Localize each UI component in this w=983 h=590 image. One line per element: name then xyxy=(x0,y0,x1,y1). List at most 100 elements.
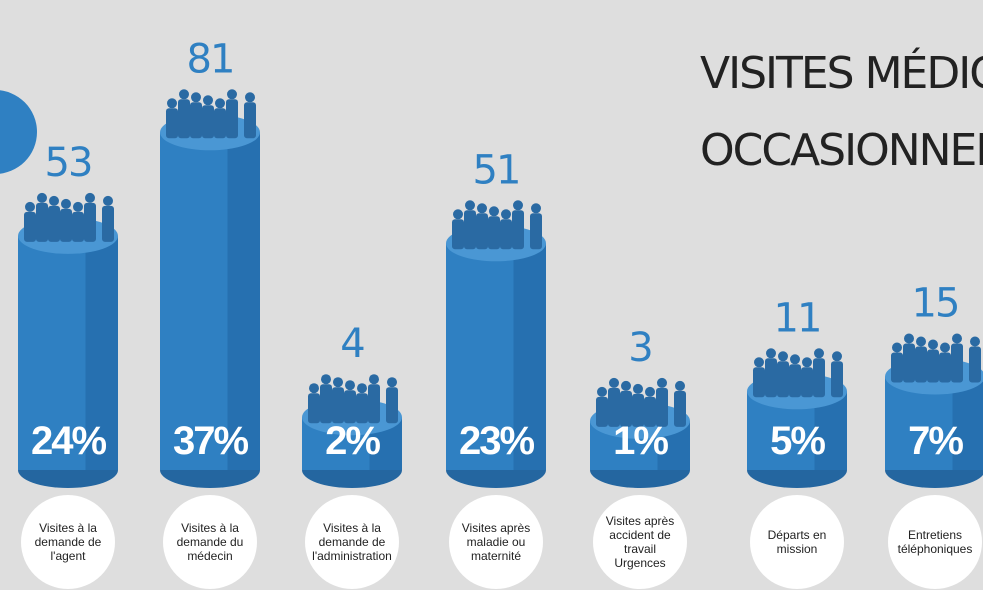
figure-head xyxy=(633,383,643,394)
figure-body xyxy=(24,211,36,242)
figure-body xyxy=(226,99,238,139)
figure-head xyxy=(103,195,113,206)
figure-head xyxy=(321,374,331,385)
bar-shade xyxy=(227,132,260,471)
figure-head xyxy=(916,336,926,347)
figure-body xyxy=(644,396,656,427)
figure-body xyxy=(608,387,620,427)
figure-body xyxy=(72,211,84,242)
figure-head xyxy=(245,92,255,103)
figure-body xyxy=(464,210,476,250)
figure-head xyxy=(970,336,980,347)
figure-head xyxy=(754,357,764,368)
category-label: Visites après maladie ou maternité xyxy=(461,521,531,563)
figure-head xyxy=(85,192,95,203)
figure-body xyxy=(308,393,320,424)
chart-title-line: OCCASIONNELLES xyxy=(700,125,983,176)
share-label: 7% xyxy=(908,419,963,463)
value-label: 81 xyxy=(187,36,234,82)
figure-body xyxy=(530,213,542,250)
figure-head xyxy=(179,89,189,100)
figure-body xyxy=(178,99,190,139)
figure-head xyxy=(531,203,541,214)
figure-head xyxy=(489,206,499,217)
figure-head xyxy=(387,377,397,388)
category-disc xyxy=(449,495,543,589)
figure-body xyxy=(512,210,524,250)
figure-head xyxy=(904,333,914,344)
figure-body xyxy=(674,390,686,427)
figure-head xyxy=(675,380,685,391)
share-label: 37% xyxy=(173,419,248,463)
category-label: Visites à la demande de l'administration xyxy=(312,521,392,563)
figure-head xyxy=(49,195,59,206)
category-disc xyxy=(888,495,982,589)
figure-body xyxy=(801,367,813,398)
chart-title-line: VISITES MÉDICALES xyxy=(700,46,983,99)
category-label: Entretiens téléphoniques xyxy=(897,528,973,556)
figure-head xyxy=(227,89,237,100)
value-label: 53 xyxy=(45,140,92,186)
share-label: 1% xyxy=(613,419,668,463)
share-label: 5% xyxy=(770,419,825,463)
figure-body xyxy=(320,384,332,424)
figure-body xyxy=(190,102,202,139)
figure-head xyxy=(952,333,962,344)
value-label: 3 xyxy=(628,325,651,371)
figure-body xyxy=(656,387,668,427)
figure-head xyxy=(802,357,812,368)
figure-body xyxy=(452,219,464,250)
figure-body xyxy=(488,216,500,250)
share-label: 2% xyxy=(325,419,380,463)
figure-head xyxy=(73,201,83,212)
figure-body xyxy=(500,219,512,250)
figure-head xyxy=(37,192,47,203)
figure-body xyxy=(332,387,344,424)
category-disc xyxy=(21,495,115,589)
category-disc xyxy=(163,495,257,589)
category-label: Départs en mission xyxy=(767,528,827,556)
figure-body xyxy=(620,390,632,427)
figure-body xyxy=(596,396,608,427)
category-label: Visites à la demande de l'agent xyxy=(34,521,102,563)
figure-head xyxy=(215,98,225,109)
figure-head xyxy=(657,377,667,388)
share-label: 24% xyxy=(31,419,106,463)
figure-body xyxy=(214,108,226,139)
figure-body xyxy=(36,202,48,242)
bar-shade xyxy=(513,243,546,470)
category-label: Visites à la demande du médecin xyxy=(176,521,244,563)
figure-body xyxy=(813,358,825,398)
figure-body xyxy=(891,352,903,383)
figure-head xyxy=(940,342,950,353)
figure-body xyxy=(368,384,380,424)
figure-head xyxy=(477,203,487,214)
figure-body xyxy=(927,349,939,383)
value-label: 4 xyxy=(340,321,364,367)
figure-head xyxy=(465,200,475,211)
figure-head xyxy=(61,198,71,209)
value-label: 51 xyxy=(473,147,520,193)
figure-body xyxy=(753,367,765,398)
figure-body xyxy=(915,346,927,383)
figure-head xyxy=(309,383,319,394)
figure-body xyxy=(969,346,981,383)
figure-body xyxy=(84,202,96,242)
figure-head xyxy=(203,95,213,106)
figure-body xyxy=(102,205,114,242)
figure-head xyxy=(609,377,619,388)
category-disc xyxy=(750,495,844,589)
figure-body xyxy=(244,102,256,139)
figure-head xyxy=(501,209,511,220)
figure-head xyxy=(597,386,607,397)
figure-body xyxy=(831,361,843,398)
figure-head xyxy=(167,98,177,109)
figure-body xyxy=(789,364,801,398)
value-label: 11 xyxy=(774,295,821,341)
figure-body xyxy=(344,390,356,424)
category-disc xyxy=(593,495,687,589)
figure-head xyxy=(191,92,201,103)
